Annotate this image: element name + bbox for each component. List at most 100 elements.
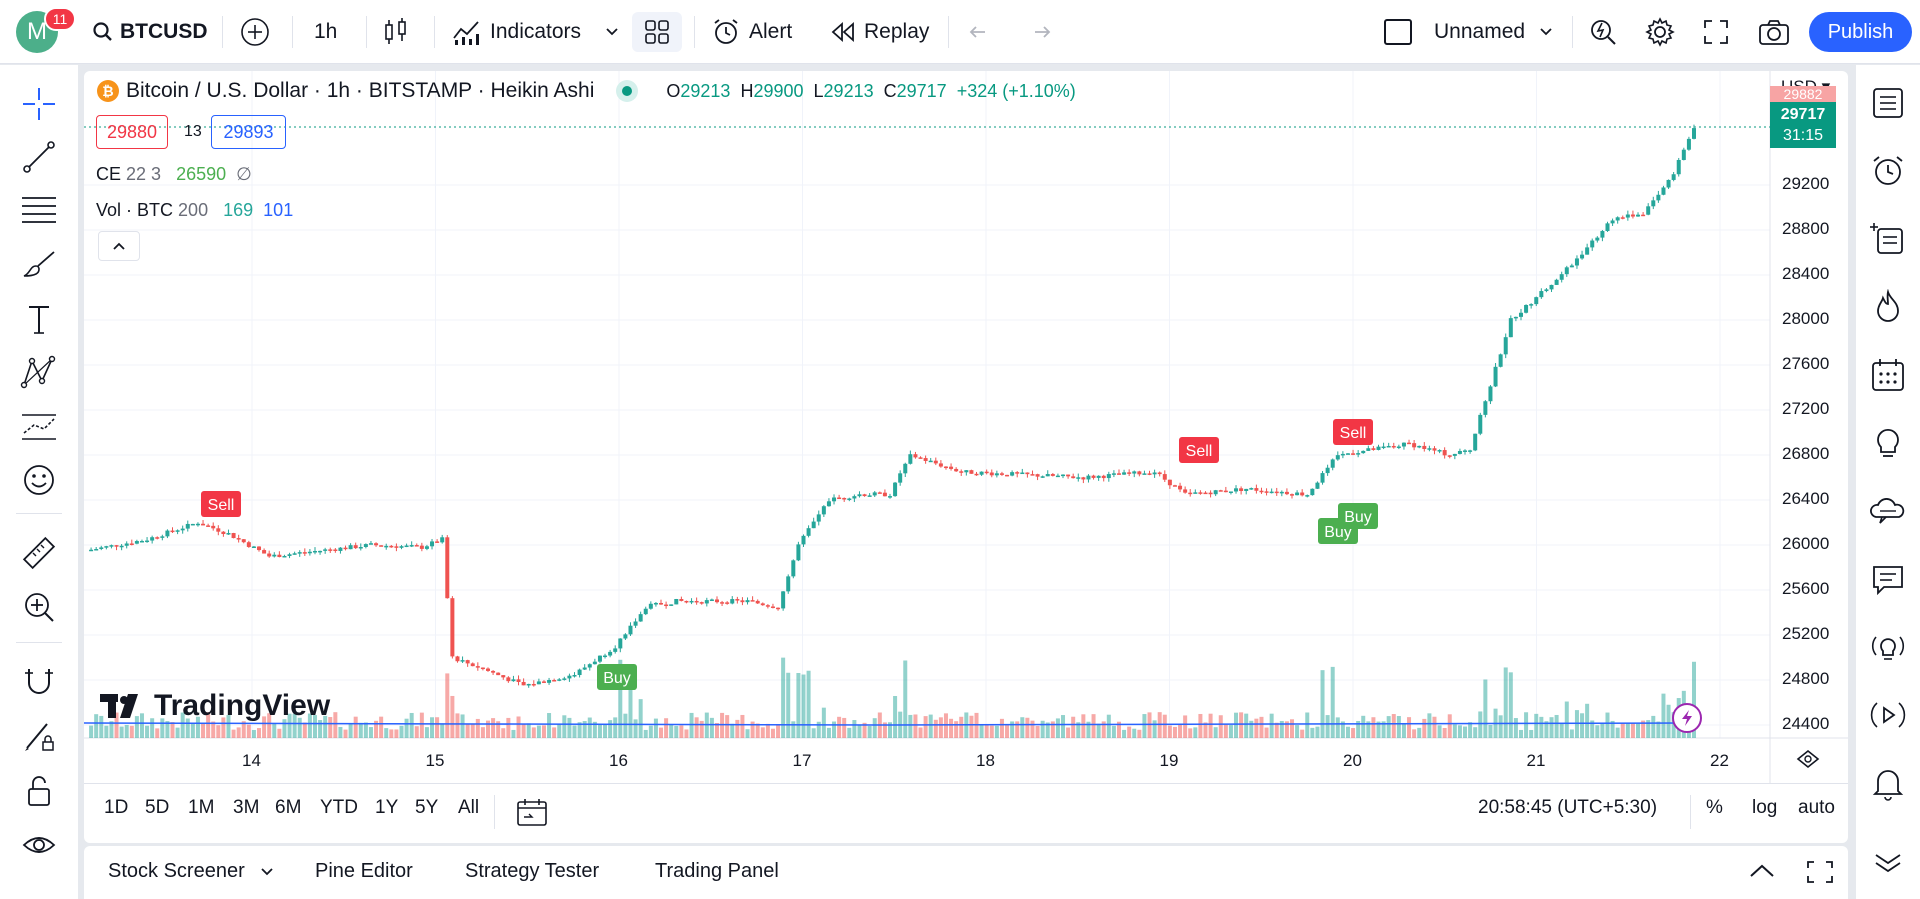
more-button[interactable] <box>1866 839 1910 883</box>
volume-bar <box>1284 721 1289 738</box>
volume-bar <box>1050 721 1055 738</box>
range-button-1y[interactable]: 1Y <box>375 797 399 818</box>
magnet-tool[interactable] <box>18 660 60 702</box>
tab-stock-screener[interactable]: Stock Screener <box>108 860 275 883</box>
quick-search-button[interactable] <box>1588 12 1618 52</box>
buy-price-button[interactable]: 29893 <box>211 115 286 149</box>
maximize-panel-button[interactable] <box>1806 860 1834 890</box>
tab-trading-panel[interactable]: Trading Panel <box>655 860 779 882</box>
candle-body <box>1142 473 1147 475</box>
layout-dropdown[interactable] <box>1538 12 1554 52</box>
collapse-panel-button[interactable] <box>1748 862 1776 886</box>
watchlist-button[interactable] <box>1866 81 1910 125</box>
range-button-1d[interactable]: 1D <box>104 797 129 818</box>
volume-bar <box>669 724 674 738</box>
publish-button[interactable]: Publish <box>1809 12 1912 52</box>
volume-bar <box>684 729 689 738</box>
candle-body <box>974 473 979 476</box>
hide-drawings-tool[interactable] <box>18 824 60 866</box>
notifications-button[interactable] <box>1866 761 1910 805</box>
volume-bar <box>338 726 343 738</box>
streams-button[interactable] <box>1866 693 1910 737</box>
range-button-6m[interactable]: 6M <box>275 797 302 818</box>
alerts-button[interactable] <box>1866 149 1910 193</box>
auto-scale-button[interactable]: auto <box>1798 797 1835 818</box>
candle-body <box>119 545 124 548</box>
calendar-button[interactable] <box>1866 353 1910 397</box>
measure-tool[interactable] <box>18 532 60 574</box>
range-button-5d[interactable]: 5D <box>145 797 170 818</box>
candle-body <box>139 540 144 543</box>
chart-panel[interactable]: Sell Sell Sell Buy Buy Buy ₿ Bitcoin / U.S. D… <box>84 71 1848 843</box>
range-button-5y[interactable]: 5Y <box>415 797 439 818</box>
lock-all-tool[interactable] <box>18 770 60 812</box>
volume-bar <box>363 722 368 738</box>
collapse-legend-button[interactable] <box>98 231 140 261</box>
redo-button[interactable] <box>1026 12 1052 52</box>
axis-settings-button[interactable] <box>1796 749 1820 774</box>
symbol-search-button[interactable]: BTCUSD <box>92 12 208 52</box>
volume-bar <box>353 716 358 738</box>
symbol-title[interactable]: Bitcoin / U.S. Dollar · 1h · BITSTAMP · … <box>126 79 595 102</box>
compare-symbol-button[interactable] <box>240 12 270 52</box>
snapshot-button[interactable] <box>1758 12 1790 52</box>
volume-bar <box>328 717 333 738</box>
trend-line-tool[interactable] <box>18 136 60 178</box>
crosshair-tool[interactable] <box>18 83 60 125</box>
flash-button[interactable] <box>1672 703 1702 733</box>
layout-name-button[interactable]: Unnamed <box>1434 20 1526 43</box>
range-button-all[interactable]: All <box>458 797 480 818</box>
range-button-1m[interactable]: 1M <box>188 797 215 818</box>
tab-pine-editor[interactable]: Pine Editor <box>315 860 413 882</box>
log-scale-button[interactable]: log <box>1752 797 1778 818</box>
percent-scale-button[interactable]: % <box>1706 797 1723 818</box>
candle-body <box>1407 442 1412 445</box>
emoji-tool[interactable] <box>18 459 60 501</box>
volume-bar <box>1463 726 1468 738</box>
minds-button[interactable] <box>1866 489 1910 533</box>
interval-button[interactable]: 1h <box>314 20 338 43</box>
sell-price-button[interactable]: 29880 <box>96 115 168 149</box>
undo-button[interactable] <box>968 12 994 52</box>
candle-body <box>1488 386 1493 402</box>
brush-tool[interactable] <box>18 243 60 285</box>
fullscreen-button[interactable] <box>1703 12 1729 52</box>
go-to-date-button[interactable] <box>516 797 548 832</box>
candle-body <box>791 560 796 577</box>
volume-bar <box>811 728 816 738</box>
chart-type-button[interactable] <box>383 12 409 52</box>
object-tree-button[interactable] <box>1866 217 1910 261</box>
settings-button[interactable] <box>1645 12 1675 52</box>
lock-drawing-tool[interactable] <box>18 715 60 757</box>
range-button-3m[interactable]: 3M <box>233 797 260 818</box>
candle-body <box>1223 490 1228 493</box>
text-tool[interactable] <box>18 298 60 340</box>
layout-checkbox[interactable] <box>1384 12 1412 52</box>
volume-bar <box>1376 721 1381 738</box>
chats-button[interactable] <box>1866 557 1910 601</box>
chandelier-exit-legend[interactable]: CE 22 3 26590 ∅ <box>96 164 252 184</box>
alert-button[interactable]: Alert <box>711 12 792 52</box>
indicators-dropdown[interactable] <box>604 12 620 52</box>
volume-bar <box>1361 715 1366 738</box>
volume-bar <box>842 717 847 738</box>
pattern-tool[interactable] <box>18 352 60 394</box>
volume-bar <box>1188 728 1193 738</box>
tab-strategy-tester[interactable]: Strategy Tester <box>465 860 600 882</box>
volume-legend[interactable]: Vol · BTC 200 169 101 <box>96 200 294 220</box>
clock-timezone[interactable]: 20:58:45 (UTC+5:30) <box>1478 797 1658 818</box>
prediction-tool[interactable] <box>18 406 60 448</box>
volume-bar <box>368 727 373 738</box>
layouts-button[interactable] <box>632 12 682 52</box>
candle-body <box>1371 448 1376 450</box>
ideas-button[interactable] <box>1866 421 1910 465</box>
volume-bar <box>1127 726 1132 738</box>
replay-button[interactable]: Replay <box>830 12 929 52</box>
indicators-button[interactable]: Indicators <box>452 12 581 52</box>
tips-button[interactable] <box>1866 625 1910 669</box>
hotlists-button[interactable] <box>1866 285 1910 329</box>
zoom-tool[interactable] <box>18 586 60 628</box>
fib-tool[interactable] <box>18 189 60 231</box>
range-button-ytd[interactable]: YTD <box>320 797 358 818</box>
